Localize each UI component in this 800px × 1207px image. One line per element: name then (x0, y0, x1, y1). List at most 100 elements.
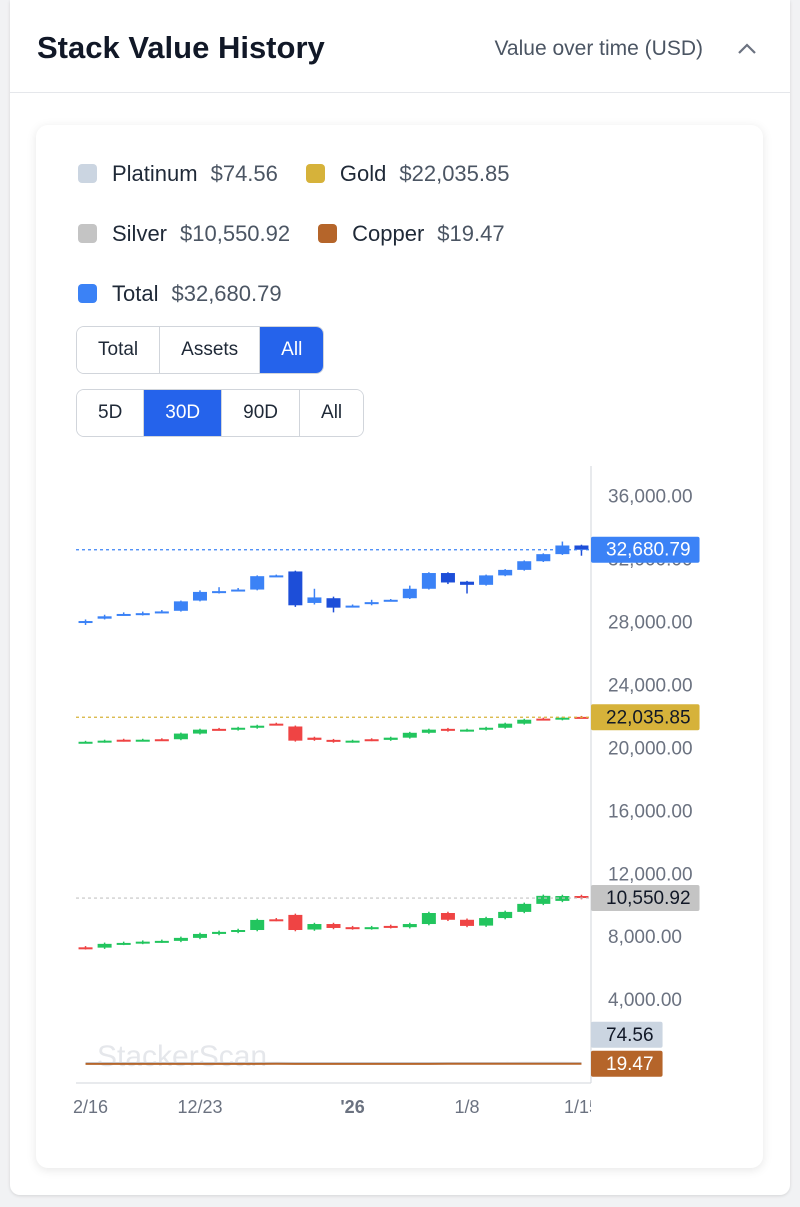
y-tick-label: 36,000.00 (608, 486, 693, 507)
legend-item: Platinum $74.56 (76, 160, 278, 187)
view-button[interactable]: All (260, 327, 324, 373)
candle-body (383, 925, 398, 928)
x-tick-label: '26 (340, 1097, 364, 1117)
legend-value: $32,680.79 (171, 280, 282, 306)
candle-body (555, 717, 570, 720)
candle-body (116, 942, 131, 945)
legend-swatch (78, 164, 97, 183)
candle-body (192, 591, 207, 601)
candle-body (212, 728, 227, 731)
range-button[interactable]: 30D (144, 390, 223, 436)
candle-body (231, 589, 246, 592)
view-toggle: Total Assets All (76, 326, 325, 374)
card-header: Stack Value History Value over time (USD… (10, 0, 790, 93)
candle-body (574, 545, 589, 550)
candle-body (326, 924, 341, 928)
view-button[interactable]: Assets (160, 327, 261, 373)
x-tick-label: 1/15 (564, 1097, 599, 1117)
candle-body (536, 718, 551, 721)
collapse-button[interactable] (736, 38, 758, 60)
legend-value: $22,035.85 (399, 160, 510, 186)
legend-swatch (305, 164, 325, 183)
candle-body (402, 732, 417, 738)
candle-body (97, 740, 112, 743)
candle-body (440, 913, 455, 920)
chart-card (36, 125, 763, 1168)
y-tick-label: 8,000.00 (608, 927, 682, 948)
view-button[interactable]: Total (77, 327, 161, 373)
candle-body (288, 726, 303, 741)
candle-body (364, 739, 379, 742)
price-label: 32,680.79 (606, 540, 691, 561)
legend-name: Gold (339, 160, 387, 186)
candle-body (78, 947, 93, 950)
legend: Platinum $74.56 Gold $22,035.85 Silver $10,55… (76, 160, 576, 307)
legend-value: $10,550.92 (180, 220, 291, 246)
price-badge (591, 885, 700, 912)
legend-item: Copper $19.47 (316, 220, 505, 247)
price-badge (591, 1021, 663, 1048)
candle-body (154, 739, 169, 742)
price-badge (591, 536, 700, 563)
range-button[interactable]: 5D (77, 390, 145, 436)
candle-body (231, 930, 246, 933)
candle-body (326, 739, 341, 742)
candle-body (212, 591, 227, 594)
candle-body (517, 561, 532, 570)
candle-body (479, 918, 494, 926)
candle-body (517, 719, 532, 724)
candle-body (116, 739, 131, 742)
candle-body (421, 729, 436, 733)
range-button[interactable]: All (300, 390, 364, 436)
candle-body (402, 924, 417, 928)
candle-body (421, 573, 436, 589)
candle-body (154, 611, 169, 614)
candle-body (345, 740, 360, 743)
candle-body (307, 597, 322, 603)
x-tick-label: 1/8 (455, 1097, 480, 1117)
candle-body (269, 919, 284, 922)
candle-body (288, 914, 303, 931)
legend-swatch (318, 224, 338, 243)
candle-body (440, 728, 455, 731)
price-label: 10,550.92 (606, 888, 691, 909)
candle-body (345, 605, 360, 608)
candle-body (574, 716, 589, 719)
candle-body (135, 739, 150, 742)
candle-body (383, 599, 398, 602)
y-tick-label: 20,000.00 (608, 738, 693, 759)
y-tick-label: 16,000.00 (608, 801, 693, 822)
candle-body (498, 723, 513, 728)
candle-body (460, 919, 475, 926)
legend-item: Total $32,680.79 (76, 280, 282, 307)
candle-body (269, 723, 284, 726)
candle-body (498, 569, 513, 576)
watermark: StackerScan (97, 1040, 267, 1073)
candle-body (212, 931, 227, 934)
legend-swatch (78, 284, 97, 303)
candle-body (498, 911, 513, 919)
candle-body (78, 621, 93, 624)
legend-name: Total (112, 280, 159, 306)
y-tick-label: 28,000.00 (608, 612, 693, 633)
candle-body (440, 573, 455, 583)
candle-body (517, 903, 532, 912)
legend-name: Platinum (112, 160, 198, 186)
y-tick-label: 24,000.00 (608, 675, 693, 696)
candle-body (479, 727, 494, 730)
candle-body (536, 895, 551, 904)
candle-body (307, 924, 322, 930)
y-tick-label: 12,000.00 (608, 864, 693, 885)
x-tick-label: 12/23 (177, 1097, 222, 1117)
candle-body (460, 729, 475, 732)
legend-swatch (78, 224, 97, 243)
candle-body (269, 575, 284, 578)
price-label: 19.47 (606, 1054, 654, 1075)
candle-body (326, 598, 341, 608)
legend-item: Gold $22,035.85 (304, 160, 510, 187)
candle-body (78, 741, 93, 744)
range-button[interactable]: 90D (222, 390, 301, 436)
legend-name: Copper (352, 220, 425, 246)
